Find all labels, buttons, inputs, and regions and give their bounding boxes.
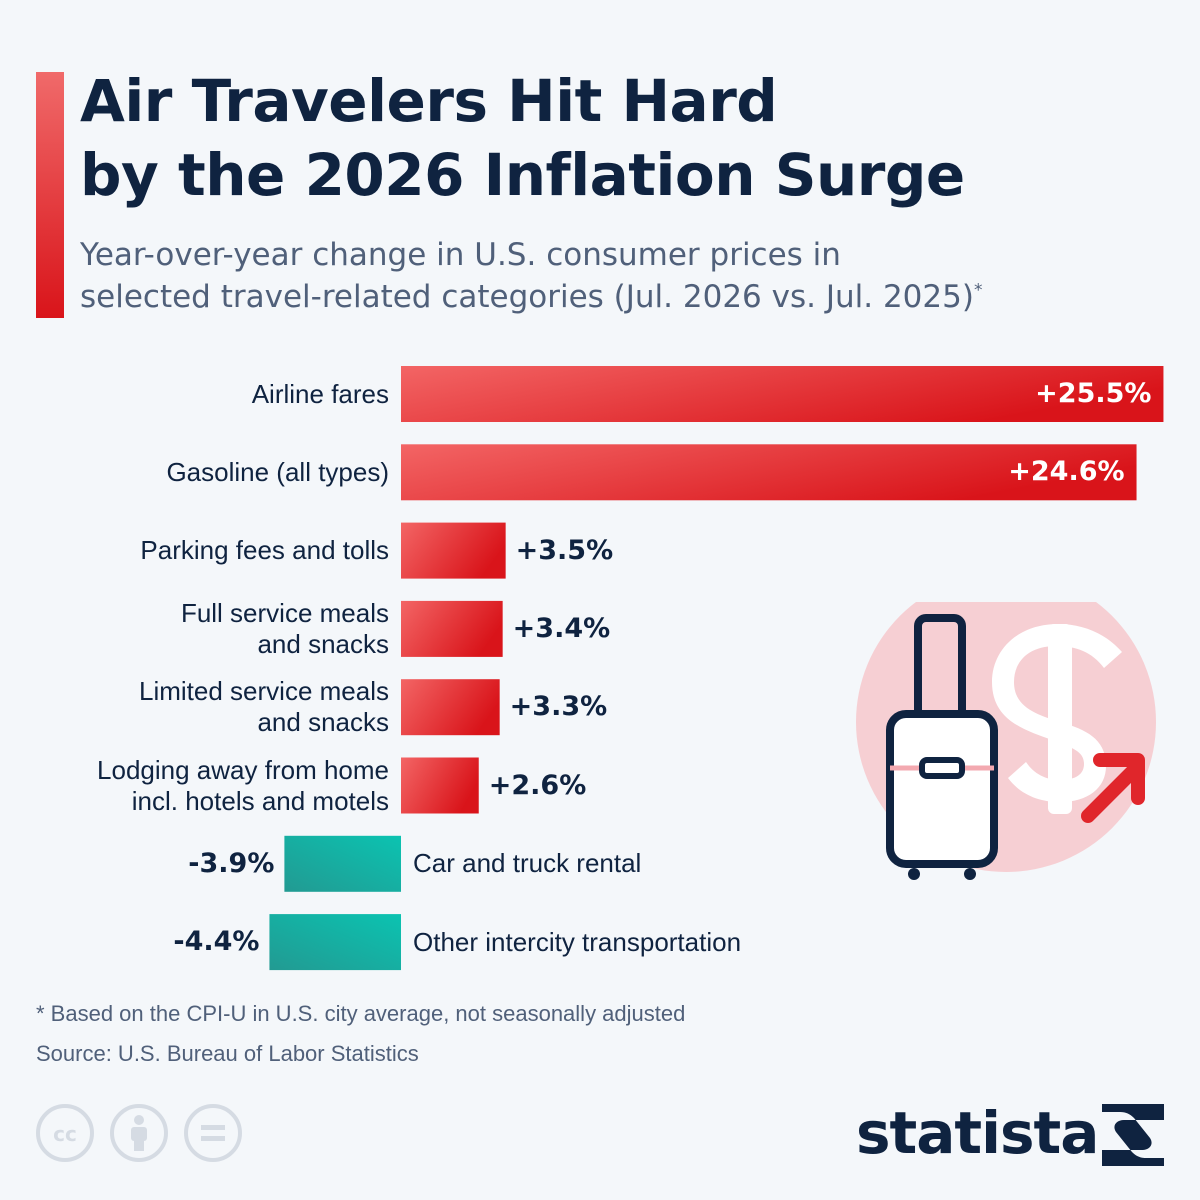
svg-text:cc: cc	[53, 1122, 77, 1146]
value-label-2: +3.5%	[515, 534, 614, 566]
bar-4	[401, 679, 500, 736]
bar-3	[401, 600, 503, 657]
category-label-6: Car and truck rental	[413, 848, 641, 879]
suitcase-dollar-up-arrow-icon	[856, 572, 1166, 892]
value-label-5: +2.6%	[488, 769, 587, 801]
subtitle-line-2: selected travel-related categories (Jul.…	[80, 276, 1170, 318]
value-label-3: +3.4%	[512, 612, 611, 644]
title-accent-bar	[36, 72, 64, 318]
chart-subtitle: Year-over-year change in U.S. consumer p…	[80, 234, 1170, 318]
logo-text: statista	[856, 1099, 1099, 1167]
bar-5	[401, 757, 479, 814]
subtitle-line-2-text: selected travel-related categories (Jul.…	[80, 279, 974, 315]
category-label-5-line-1: incl. hotels and motels	[131, 785, 389, 816]
bar-2	[401, 522, 506, 579]
logo-mark-icon	[1102, 1104, 1164, 1166]
category-label-1: Gasoline (all types)	[166, 457, 389, 488]
no-derivatives-icon[interactable]	[184, 1104, 242, 1162]
category-label-7: Other intercity transportation	[413, 927, 741, 958]
value-label-1: +24.6%	[1008, 456, 1125, 488]
value-label-4: +3.3%	[509, 691, 608, 723]
bar-6	[284, 835, 401, 892]
category-label-0-line-0: Airline fares	[251, 378, 389, 409]
title-line-1: Air Travelers Hit Hard	[80, 67, 778, 135]
bar-7	[269, 914, 401, 971]
category-label-7-line-0: Other intercity transportation	[413, 926, 742, 957]
subtitle-footnote-mark: *	[973, 280, 983, 301]
value-label-0: +25.5%	[1035, 378, 1152, 409]
value-label-7: -4.4%	[173, 926, 260, 958]
category-label-5-line-0: Lodging away from home	[97, 754, 389, 785]
subtitle-line-1: Year-over-year change in U.S. consumer p…	[80, 237, 841, 273]
footnote: * Based on the CPI-U in U.S. city averag…	[36, 1001, 686, 1026]
category-label-5: Lodging away from home incl. hotels and m…	[97, 755, 389, 817]
category-label-2-line-0: Parking fees and tolls	[140, 535, 389, 566]
category-label-4-line-1: and snacks	[257, 707, 389, 738]
bar-0	[401, 366, 1164, 422]
category-label-4: Limited service meals and snacks	[139, 676, 389, 738]
category-label-6-line-0: Car and truck rental	[413, 848, 642, 879]
value-label-6: -3.9%	[188, 847, 275, 879]
cc-icon[interactable]: cc	[36, 1104, 94, 1162]
category-label-3-line-0: Full service meals	[180, 597, 389, 628]
bar-1	[401, 444, 1137, 501]
category-label-3: Full service meals and snacks	[181, 598, 389, 660]
category-label-3-line-1: and snacks	[257, 628, 389, 659]
category-label-0: Airline fares	[252, 379, 389, 410]
source-note: Source: U.S. Bureau of Labor Statistics	[36, 1041, 419, 1066]
bar-chart-svg	[269, 366, 1164, 971]
license-icons: cc	[36, 1104, 246, 1162]
category-label-2: Parking fees and tolls	[140, 535, 389, 566]
title-line-2: by the 2026 Inflation Surge	[80, 141, 965, 209]
bar-chart: Airline fares +25.5% Gasoline (all types) +…	[0, 360, 1200, 980]
category-label-4-line-0: Limited service meals	[139, 676, 389, 707]
category-label-1-line-0: Gasoline (all types)	[166, 456, 389, 487]
chart-title: Air Travelers Hit Hard by the 2026 Infla…	[80, 64, 1160, 212]
attribution-icon[interactable]	[110, 1104, 168, 1162]
